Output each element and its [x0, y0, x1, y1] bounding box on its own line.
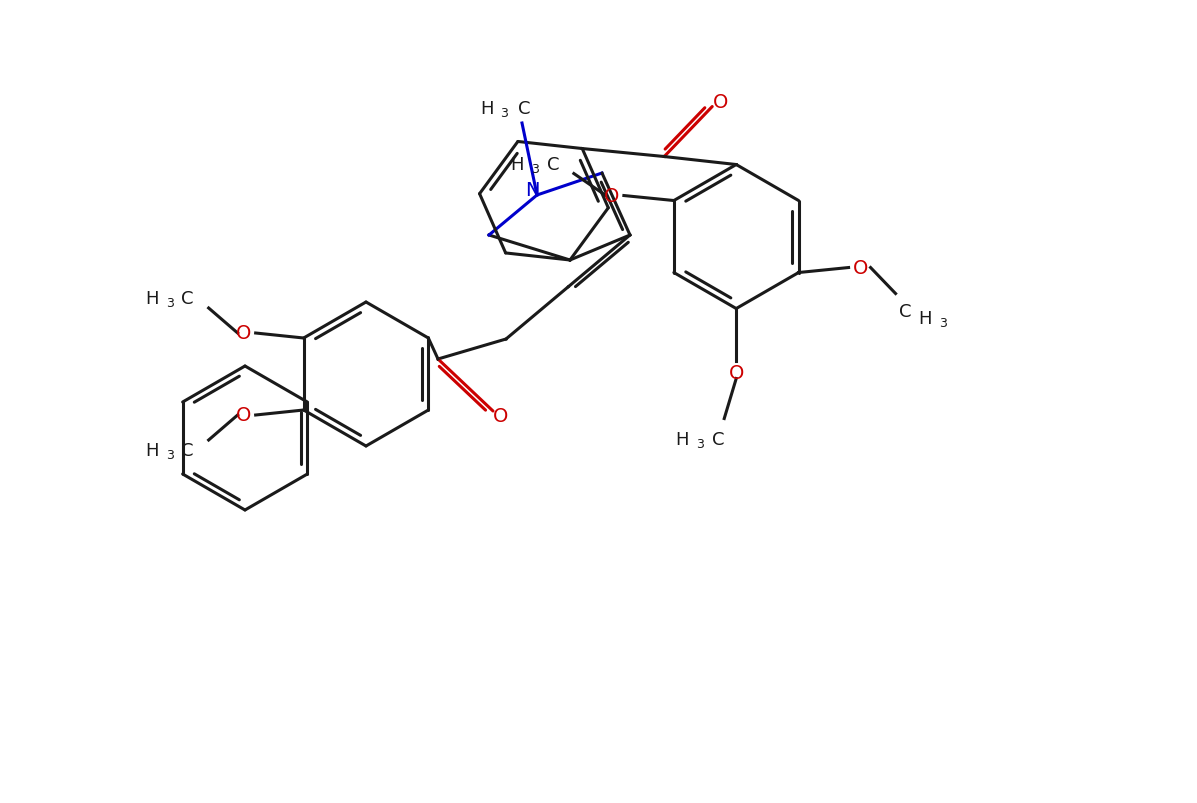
Text: H: H [145, 290, 158, 308]
Text: N: N [524, 181, 540, 200]
Text: H: H [145, 442, 158, 459]
Text: O: O [729, 364, 743, 382]
Text: 3: 3 [531, 163, 539, 176]
Text: 3: 3 [500, 108, 508, 120]
Text: O: O [236, 406, 251, 425]
Text: 3: 3 [697, 438, 704, 450]
Text: C: C [518, 100, 530, 118]
Text: H: H [480, 100, 493, 118]
Text: C: C [899, 302, 912, 320]
Text: O: O [604, 187, 620, 206]
Text: 3: 3 [165, 449, 174, 462]
Text: O: O [493, 407, 509, 426]
Text: H: H [918, 309, 931, 327]
Text: O: O [853, 259, 868, 278]
Text: O: O [712, 93, 728, 112]
Text: C: C [182, 290, 194, 308]
Text: C: C [547, 155, 559, 173]
Text: 3: 3 [938, 316, 947, 329]
Text: H: H [510, 155, 523, 173]
Text: C: C [182, 442, 194, 459]
Text: O: O [236, 324, 251, 343]
Text: 3: 3 [165, 297, 174, 310]
Text: C: C [712, 430, 724, 448]
Text: H: H [675, 430, 689, 448]
